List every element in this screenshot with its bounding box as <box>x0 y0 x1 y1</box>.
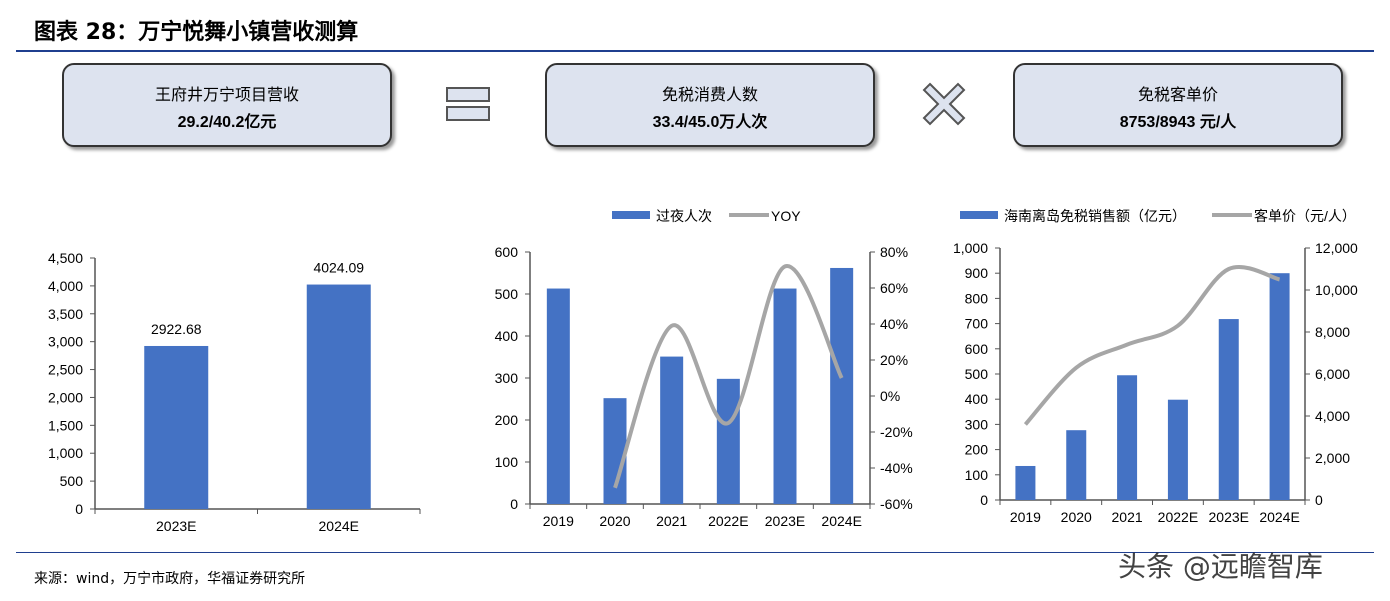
equals-icon <box>446 87 490 121</box>
c1-legend-bar-label: 过夜人次 <box>656 208 712 224</box>
revenue-value: 29.2/40.2亿元 <box>177 114 277 131</box>
c1-line-series <box>613 264 844 489</box>
c2-bar <box>1015 465 1036 500</box>
c1-bar <box>546 288 570 504</box>
c1-y2-axis-tick-label: -20% <box>880 424 913 440</box>
c2-y2-axis-tick-label: 0 <box>1315 492 1323 508</box>
c1-y-axis-tick-label: 200 <box>495 412 519 428</box>
ticket-value: 8753/8943 元/人 <box>1119 114 1237 131</box>
c2-bar <box>1117 375 1138 500</box>
visitors-label: 免税消费人数 <box>661 85 758 104</box>
c0-y-axis-tick-label: 1,000 <box>48 445 83 461</box>
c0-y-axis-tick-label: 500 <box>60 473 84 489</box>
c0-y-axis-tick-label: 4,500 <box>48 250 83 266</box>
c1-y2-axis-tick-label: 0% <box>880 388 900 404</box>
c1-y2-axis-tick-label: 20% <box>880 352 908 368</box>
title-rule <box>16 50 1374 52</box>
c0-y-axis-tick-label: 0 <box>75 501 83 517</box>
c1-bar <box>603 398 627 504</box>
c2-y2-axis-tick-label: 10,000 <box>1315 282 1358 298</box>
c2-x-label: 2024E <box>1259 509 1299 525</box>
c1-x-label: 2019 <box>543 513 574 529</box>
c2-y-axis-tick-label: 400 <box>965 391 989 407</box>
visitors-value: 33.4/45.0万人次 <box>652 114 768 131</box>
c0-y-axis-tick-label: 1,500 <box>48 417 83 433</box>
c0-x-label: 2024E <box>319 518 359 534</box>
c2-y-axis-tick-label: 100 <box>965 467 989 483</box>
c2-x-label: 2019 <box>1010 509 1041 525</box>
c0-x-label: 2023E <box>156 518 196 534</box>
c1-bar <box>773 288 797 504</box>
c1-bar <box>830 267 854 504</box>
footer-rule <box>16 552 1374 553</box>
c0-y-axis-tick-label: 3,000 <box>48 334 83 350</box>
c0-bar <box>306 284 371 509</box>
c1-y-axis-tick-label: 0 <box>510 496 518 512</box>
c1-y-axis-tick-label: 500 <box>495 286 519 302</box>
c2-bar <box>1167 399 1188 500</box>
c2-bar <box>1218 319 1239 500</box>
c1-x-label: 2022E <box>708 513 748 529</box>
c0-data-label: 4024.09 <box>313 260 364 276</box>
c1-legend-bar-swatch <box>612 211 650 219</box>
c1-y2-axis-tick-label: -40% <box>880 460 913 476</box>
watermark: 头条 @远瞻智库 <box>1118 550 1323 583</box>
c2-x-label: 2022E <box>1158 509 1198 525</box>
c0-bar <box>144 345 209 509</box>
c2-y-axis-tick-label: 200 <box>965 442 989 458</box>
c1-x-label: 2024E <box>821 513 861 529</box>
c0-data-label: 2922.68 <box>151 321 202 337</box>
c2-y-axis-tick-label: 900 <box>965 265 989 281</box>
c1-y-axis-tick-label: 100 <box>495 454 519 470</box>
c2-y-axis-tick-label: 300 <box>965 416 989 432</box>
revenue-label: 王府井万宁项目营收 <box>154 85 299 104</box>
c1-x-label: 2020 <box>599 513 630 529</box>
c1-x-label: 2023E <box>765 513 805 529</box>
c1-y-axis-tick-label: 600 <box>495 244 519 260</box>
revenue-box: 王府井万宁项目营收 29.2/40.2亿元 <box>62 63 392 147</box>
c2-x-label: 2020 <box>1061 509 1092 525</box>
c1-y2-axis-tick-label: 40% <box>880 316 908 332</box>
c2-y-axis-tick-label: 500 <box>965 366 989 382</box>
ticket-label: 免税客单价 <box>1137 85 1218 104</box>
multiply-icon <box>922 82 966 126</box>
c0-y-axis-tick-label: 4,000 <box>48 278 83 294</box>
c1-x-label: 2021 <box>656 513 687 529</box>
c0-y-axis-tick-label: 3,500 <box>48 306 83 322</box>
c0-y-axis-tick-label: 2,000 <box>48 389 83 405</box>
c2-y-axis-tick-label: 1,000 <box>953 240 988 256</box>
c1-y-axis-tick-label: 400 <box>495 328 519 344</box>
c1-y-axis-tick-label: 300 <box>495 370 519 386</box>
visitors-box: 免税消费人数 33.4/45.0万人次 <box>545 63 875 147</box>
c1-bar <box>716 378 740 504</box>
c1-y2-axis-tick-label: -60% <box>880 496 913 512</box>
c2-y2-axis-tick-label: 6,000 <box>1315 366 1350 382</box>
c2-y2-axis-tick-label: 4,000 <box>1315 408 1350 424</box>
c2-x-label: 2023E <box>1209 509 1249 525</box>
c2-bar <box>1066 430 1087 500</box>
c1-y2-axis-tick-label: 60% <box>880 280 908 296</box>
c2-legend-bar-swatch <box>960 211 998 219</box>
c2-legend-line-label: 客单价（元/人） <box>1254 208 1356 224</box>
c2-y-axis-tick-label: 700 <box>965 316 989 332</box>
c2-y2-axis-tick-label: 8,000 <box>1315 324 1350 340</box>
c2-legend-bar-label: 海南离岛免税销售额（亿元） <box>1004 208 1186 224</box>
c2-y2-axis-tick-label: 12,000 <box>1315 240 1358 256</box>
ticket-box: 免税客单价 8753/8943 元/人 <box>1013 63 1343 147</box>
page-title: 图表 28：万宁悦舞小镇营收测算 <box>34 20 359 45</box>
c2-y-axis-tick-label: 800 <box>965 290 989 306</box>
c1-y2-axis-tick-label: 80% <box>880 244 908 260</box>
c2-bar <box>1269 273 1290 500</box>
c2-y-axis-tick-label: 600 <box>965 341 989 357</box>
source-note: 来源：wind，万宁市政府，华福证券研究所 <box>34 571 306 587</box>
c0-y-axis-tick-label: 2,500 <box>48 362 83 378</box>
c2-y-axis-tick-label: 0 <box>980 492 988 508</box>
c2-line-series <box>1023 265 1281 426</box>
c2-y2-axis-tick-label: 2,000 <box>1315 450 1350 466</box>
c1-bar <box>660 356 684 504</box>
c2-x-label: 2021 <box>1112 509 1143 525</box>
c1-legend-line-label: YOY <box>771 208 801 224</box>
